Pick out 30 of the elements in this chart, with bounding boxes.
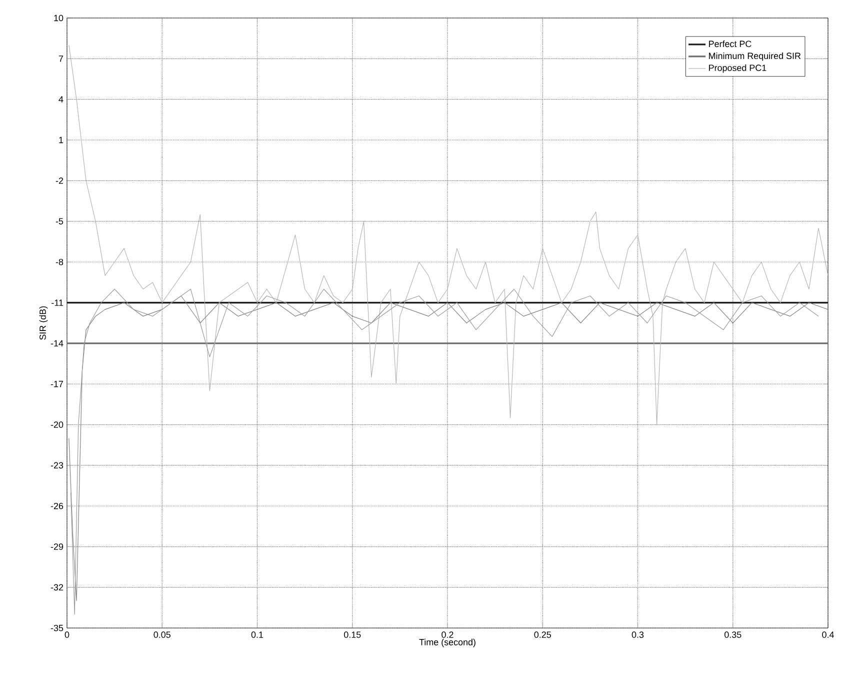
- y-tick-label: -11: [52, 300, 64, 306]
- y-tick-label: -8: [56, 258, 64, 266]
- y-tick-label: -20: [50, 421, 64, 428]
- y-tick-label: -35: [50, 624, 64, 632]
- x-tick-label: 0: [64, 632, 70, 638]
- y-tick-label: 1: [59, 136, 64, 144]
- x-tick-label: 0.25: [534, 632, 551, 638]
- y-tick-label: -5: [56, 218, 64, 224]
- legend-label: Perfect PC: [709, 40, 752, 48]
- x-tick-label: 0.15: [344, 632, 361, 638]
- y-tick-label: -26: [50, 502, 64, 510]
- x-tick-label: 0.4: [822, 632, 834, 638]
- y-tick-label: -29: [50, 543, 64, 550]
- y-tick-label: 10: [54, 14, 64, 22]
- legend-label: Proposed PC1: [709, 64, 766, 73]
- x-tick-label: 0.05: [154, 632, 170, 638]
- y-tick-label: 4: [58, 96, 64, 102]
- y-tick-label: -2: [56, 178, 64, 184]
- x-tick-label: 0.3: [632, 632, 644, 638]
- x-tick-label: 0.1: [251, 632, 264, 638]
- y-tick-label: -14: [50, 340, 64, 346]
- x-axis-title: Time (second): [419, 638, 476, 648]
- y-tick-label: -17: [50, 380, 64, 388]
- x-tick-label: 0.2: [442, 632, 454, 638]
- y-axis-title: SIR (dB): [39, 306, 48, 340]
- y-tick-label: 7: [58, 56, 64, 62]
- y-tick-label: -32: [50, 584, 64, 591]
- legend-label: Minimum Required SIR: [709, 52, 801, 61]
- x-tick-label: 0.35: [724, 632, 742, 638]
- y-tick-label: -23: [50, 462, 64, 469]
